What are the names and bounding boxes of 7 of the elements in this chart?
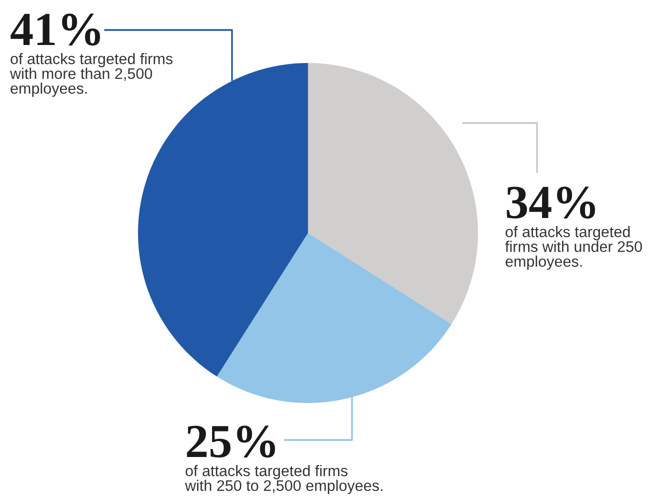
slice-label: of attacks targeted firms with more than 2,500 employees. [10, 53, 172, 97]
slice-label: of attacks targeted firms with 250 to 2,500 employees. [184, 465, 382, 494]
data-label: 25% [186, 426, 276, 458]
data-label: 34% [506, 186, 596, 219]
slice-label: of attacks targeted firms with under 250 employees. [505, 226, 642, 270]
data-label: 41% [10, 14, 100, 46]
pie-slice [308, 63, 478, 324]
